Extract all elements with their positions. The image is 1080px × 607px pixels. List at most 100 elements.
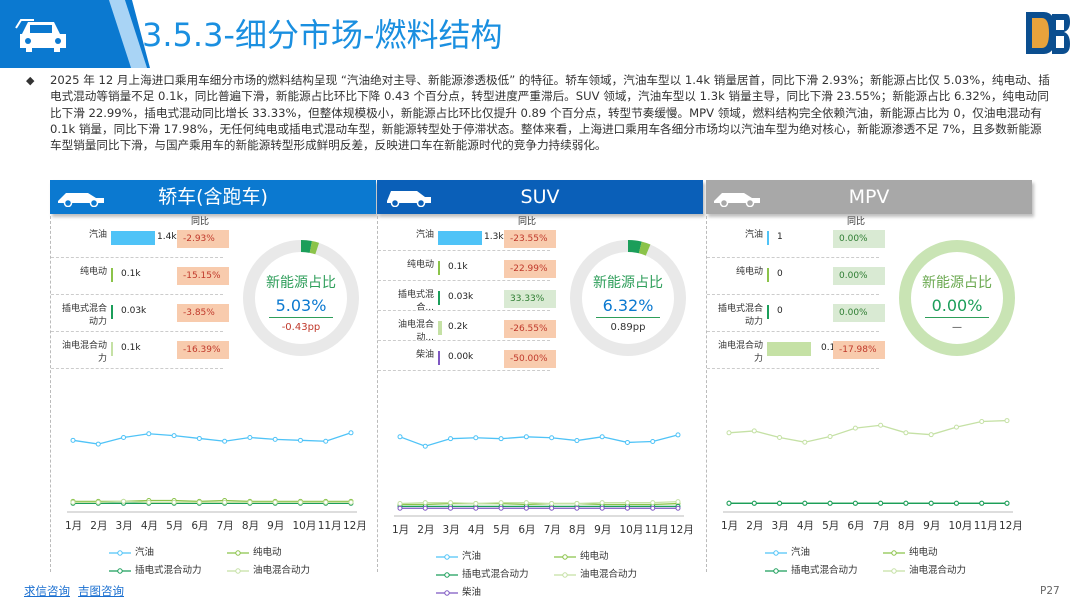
legend-label: 汽油 — [462, 551, 482, 562]
month-label: 10月 — [292, 520, 317, 532]
nev-share-change: -0.43pp — [281, 322, 321, 333]
volume-bar — [767, 231, 769, 245]
series-point-0-6 — [549, 435, 555, 441]
series-line-3 — [73, 500, 351, 504]
series-point-2-9 — [953, 500, 959, 506]
row-divider — [707, 257, 879, 258]
series-point-3-11 — [348, 499, 354, 505]
yoy-badge: -50.00% — [504, 350, 556, 368]
legend-item: 油电混合动力 — [227, 562, 310, 576]
series-point-3-3 — [473, 501, 479, 507]
series-point-3-1 — [422, 500, 428, 506]
series-point-4-11 — [675, 505, 681, 511]
series-point-0-2 — [121, 435, 127, 440]
series-point-3-8 — [272, 499, 278, 505]
series-point-3-9 — [624, 500, 630, 506]
series-point-0-0 — [397, 434, 403, 440]
month-label: 5月 — [166, 520, 184, 532]
month-label: 12月 — [343, 520, 367, 532]
row-label: 纯电动 — [735, 267, 763, 277]
series-point-0-1 — [422, 443, 428, 449]
legend-swatch-icon — [554, 571, 576, 578]
legend-label: 插电式混合动力 — [791, 565, 858, 576]
month-label: 1月 — [392, 524, 410, 536]
month-label: 6月 — [191, 520, 209, 532]
page-title: 3.5.3-细分市场-燃料结构 — [142, 16, 503, 54]
series-point-4-5 — [523, 505, 529, 511]
donut-title: 新能源占比 — [593, 275, 663, 291]
panel-body: 同比 汽油 1 0.00% 纯电动 0 0.00% 插电式混合动力 0 0.00% 油电混合动力 0.… — [706, 216, 1032, 576]
row-divider — [378, 370, 550, 371]
nev-share-value: 0.00% — [931, 296, 983, 315]
month-label: 5月 — [822, 520, 840, 532]
series-point-2-10 — [979, 500, 985, 506]
nev-share-change: 0.89pp — [610, 322, 646, 333]
series-point-4-3 — [473, 505, 479, 511]
yoy-badge: -16.39% — [177, 341, 229, 359]
series-point-0-3 — [473, 435, 479, 441]
panel-body: 同比 汽油 1.4k -2.93% 纯电动 0.1k -15.15% 插电式混合动力 0.03k… — [50, 216, 376, 576]
month-label: 1月 — [65, 520, 83, 532]
month-label: 7月 — [543, 524, 561, 536]
volume-bar — [767, 268, 769, 282]
series-point-3-7 — [247, 499, 253, 505]
page-number: P27 — [1040, 585, 1060, 597]
legend-swatch-icon — [554, 553, 576, 560]
series-point-2-3 — [802, 500, 808, 506]
series-point-0-11 — [675, 432, 681, 438]
series-point-3-1 — [751, 428, 757, 434]
row-label: 油电混合动... — [397, 320, 434, 343]
series-point-3-9 — [953, 424, 959, 430]
volume-bar — [438, 291, 440, 305]
series-line-0 — [72, 432, 352, 445]
legend-item: 油电混合动力 — [883, 562, 966, 576]
series-point-2-2 — [777, 500, 783, 506]
nev-share-value: 6.32% — [602, 296, 654, 315]
legend-label: 插电式混合动力 — [135, 565, 202, 576]
series-point-3-1 — [95, 499, 101, 505]
volume-value: 1.4k — [157, 232, 177, 242]
month-label: 11月 — [317, 520, 342, 532]
volume-bar — [767, 342, 811, 356]
footer-link-1[interactable]: 求信咨询 — [24, 584, 70, 598]
legend-label: 柴油 — [462, 587, 482, 598]
series-line-0 — [399, 434, 679, 447]
month-label: 4月 — [140, 520, 158, 532]
month-label: 12月 — [670, 524, 694, 536]
nev-share-donut — [243, 240, 359, 356]
series-point-4-4 — [498, 505, 504, 511]
month-label: 8月 — [241, 520, 260, 532]
legend-swatch-icon — [436, 553, 458, 560]
row-divider — [378, 310, 550, 311]
legend-item: 汽油 — [765, 544, 810, 558]
footer-link-2[interactable]: 吉图咨询 — [78, 584, 124, 598]
taxi-car-icon — [58, 193, 104, 207]
monthly-trend-chart — [394, 432, 684, 517]
month-label: 2月 — [417, 524, 435, 536]
monthly-trend-chart — [67, 430, 357, 513]
series-point-3-8 — [599, 500, 605, 506]
series-point-2-7 — [903, 500, 909, 506]
donut-segment-ev — [243, 240, 359, 356]
series-point-4-8 — [599, 505, 605, 511]
series-point-4-9 — [624, 505, 630, 511]
legend-item: 柴油 — [436, 584, 481, 598]
yoy-header: 同比 — [518, 217, 537, 227]
series-point-4-6 — [549, 505, 555, 511]
series-point-0-11 — [348, 430, 354, 436]
month-label: 12月 — [999, 520, 1023, 532]
series-point-2-0 — [726, 500, 732, 506]
series-point-3-10 — [323, 499, 329, 505]
row-label: 油电混合动力 — [717, 341, 763, 364]
legend-label: 油电混合动力 — [580, 569, 638, 580]
panel-title: MPV — [848, 186, 890, 208]
donut-divider — [269, 317, 333, 318]
month-label: 9月 — [267, 520, 285, 532]
row-label: 纯电动 — [79, 267, 107, 277]
month-label: 10月 — [619, 524, 644, 536]
volume-bar — [438, 231, 482, 245]
series-point-3-9 — [297, 499, 303, 505]
nev-share-change: — — [952, 322, 962, 333]
car-icon — [15, 19, 66, 52]
